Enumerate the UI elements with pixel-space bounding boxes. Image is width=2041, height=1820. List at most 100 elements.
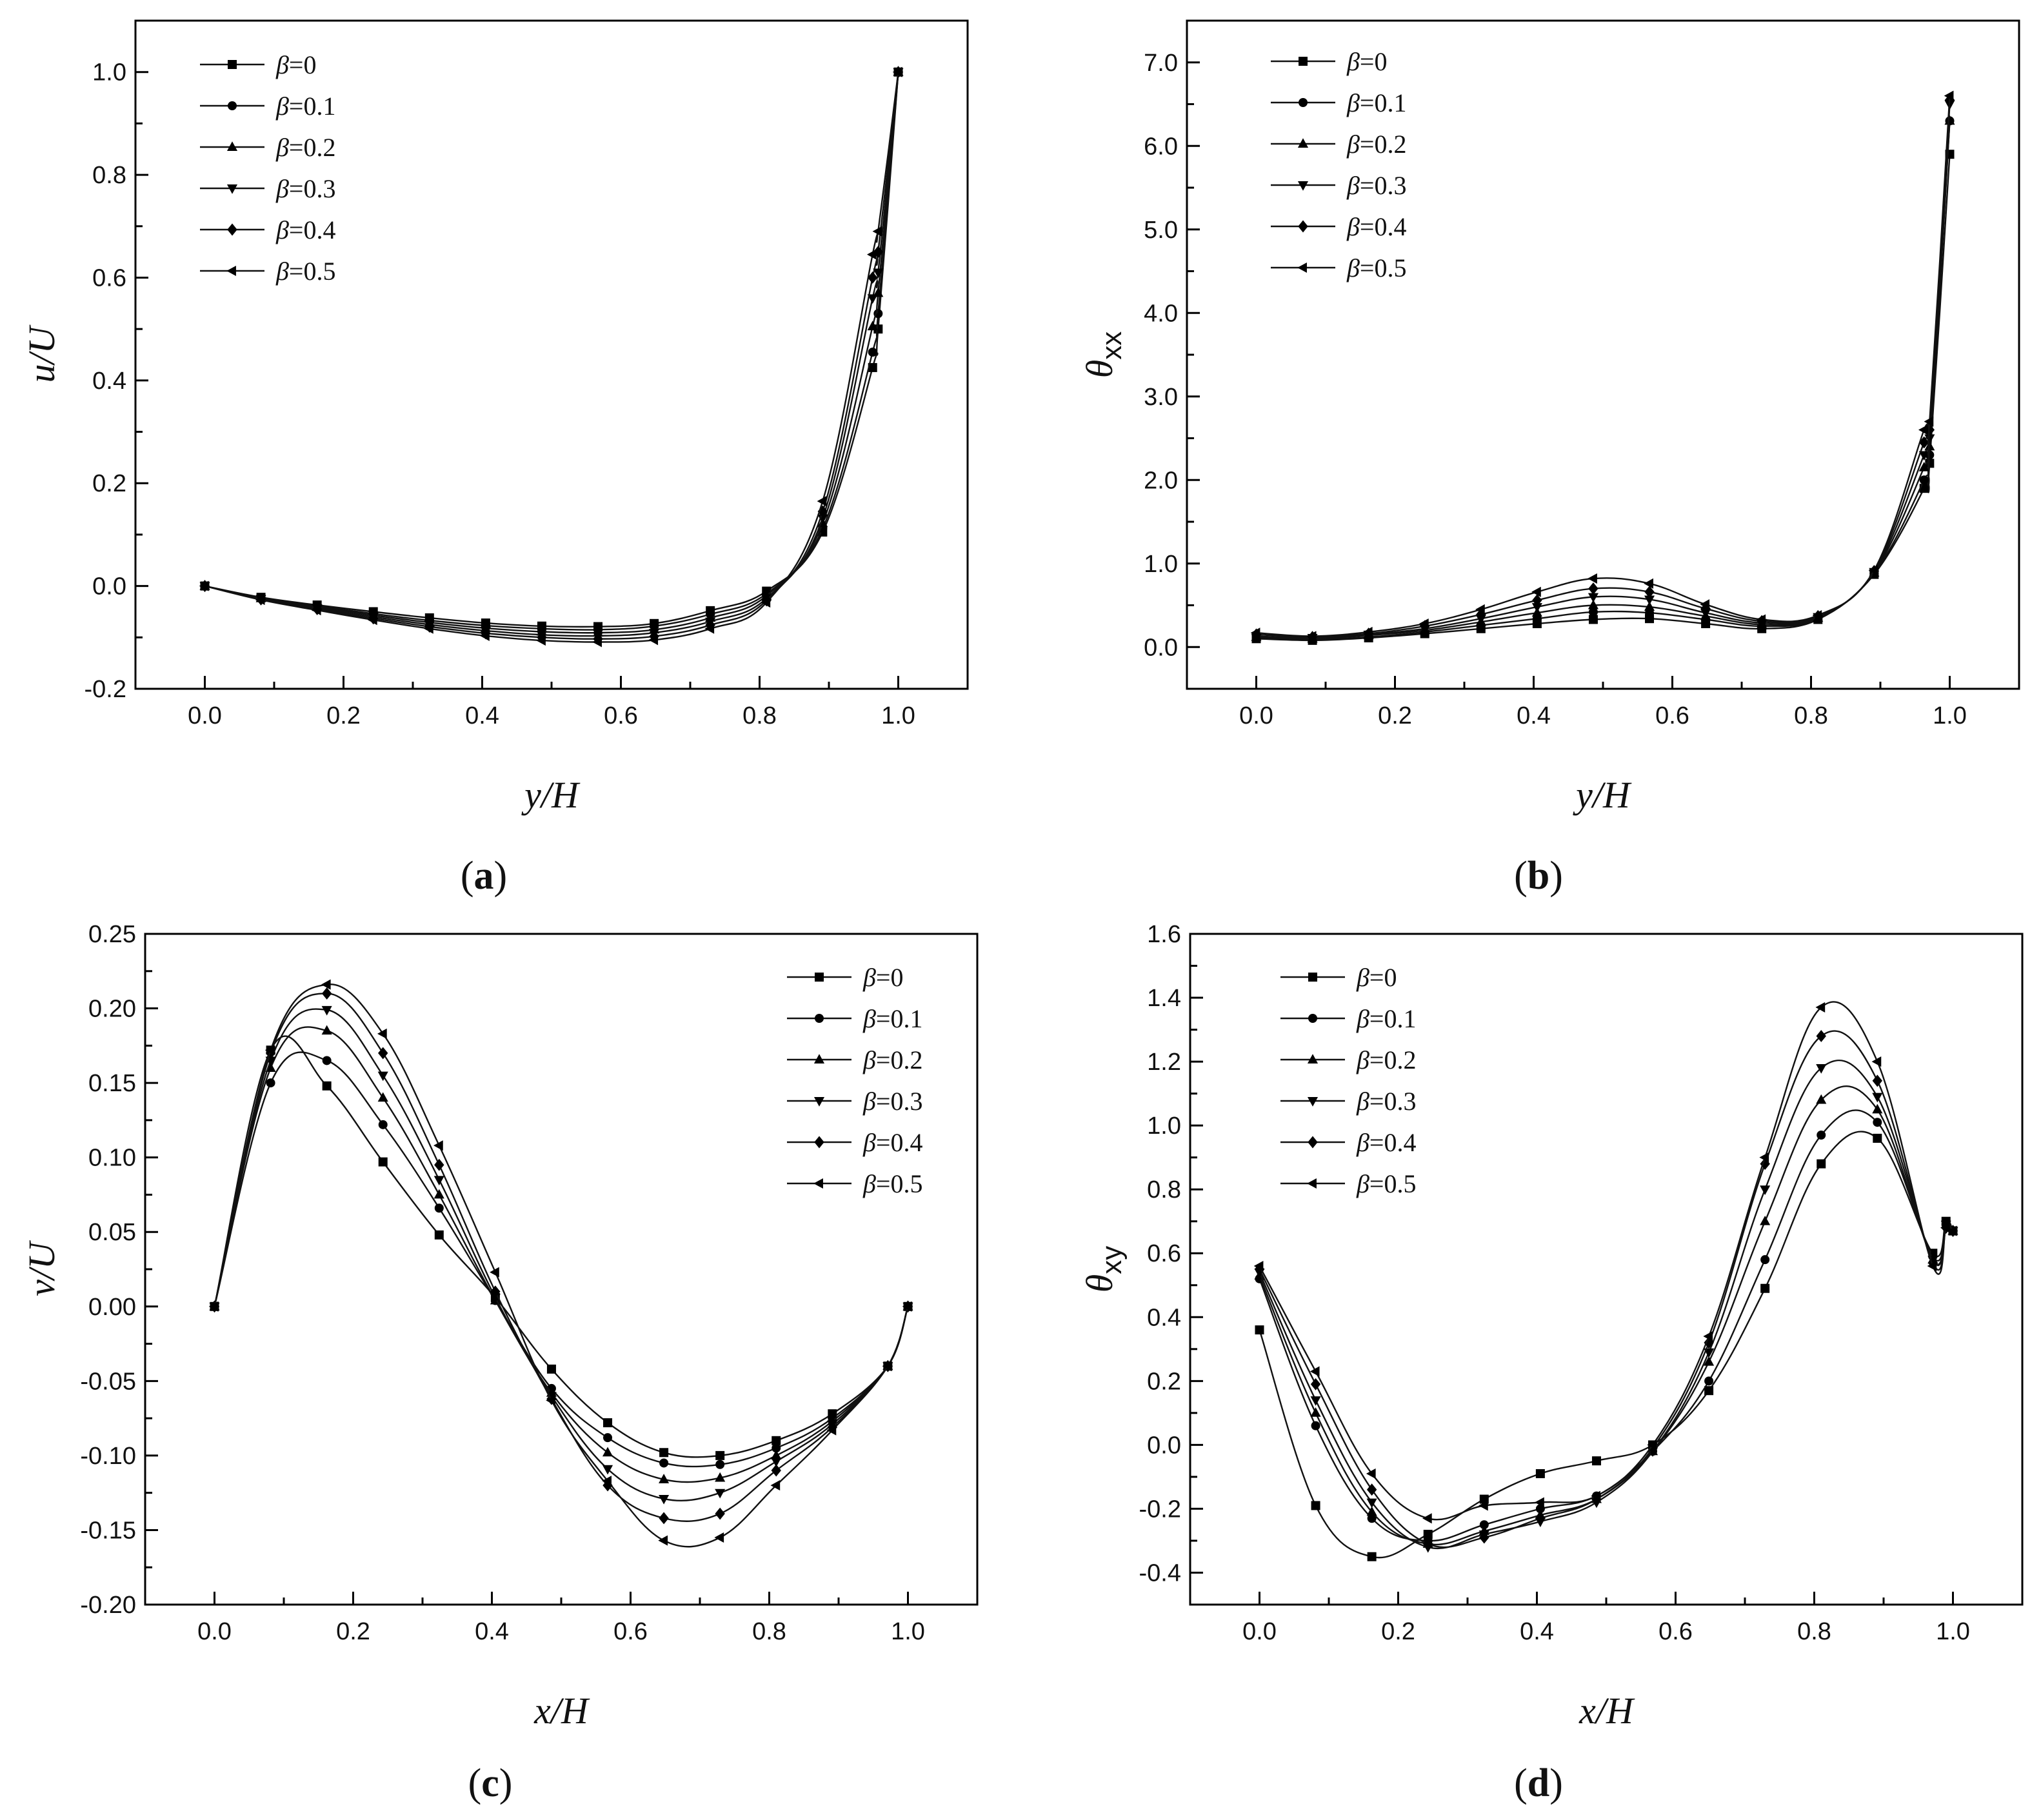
x-tick-label: 0.6: [1658, 1618, 1693, 1645]
y-tick-label: -0.2: [1139, 1496, 1181, 1523]
y-tick-label: 6.0: [1144, 133, 1178, 160]
x-tick-label: 1.0: [1933, 702, 1967, 729]
data-point: [868, 362, 877, 372]
x-axis-label: y/H: [521, 774, 581, 816]
data-point: [1588, 615, 1598, 624]
data-point: [1760, 1255, 1770, 1265]
data-point: [1940, 1222, 1950, 1233]
data-point: [715, 1472, 726, 1482]
data-point: [659, 1512, 669, 1525]
data-point: [378, 1047, 388, 1060]
y-axis-label: θxy: [1079, 1246, 1128, 1293]
x-tick-label: 0.8: [752, 1618, 786, 1645]
data-point: [1531, 603, 1542, 613]
data-point: [1423, 1530, 1433, 1539]
legend: β=0 β=0.1 β=0.2 β=0.3 β=0.4 β=0.5: [1280, 963, 1416, 1198]
panel-label: (a): [461, 854, 507, 898]
y-tick-label: 5.0: [1144, 217, 1178, 244]
plot-frame: [134, 19, 969, 690]
data-point: [659, 1494, 670, 1505]
x-tick-label: 0.6: [613, 1618, 648, 1645]
data-point: [817, 496, 827, 507]
x-axis-label: x/H: [1578, 1690, 1635, 1732]
x-tick-label: 1.0: [881, 702, 915, 729]
data-point: [1703, 1330, 1713, 1342]
y-tick-label: 0.8: [1147, 1176, 1181, 1203]
legend-label: β=0.2: [275, 133, 335, 162]
data-point: [866, 249, 877, 260]
data-point: [1311, 1421, 1320, 1430]
data-point: [1310, 1396, 1321, 1406]
data-point: [715, 1459, 725, 1469]
data-point: [1647, 1439, 1657, 1450]
data-point: [1918, 424, 1928, 435]
y-tick-label: 0.0: [92, 573, 126, 600]
y-tick-label: 7.0: [1144, 50, 1178, 77]
data-point: [1367, 1514, 1377, 1523]
data-point: [311, 605, 321, 616]
legend-label: β=0.5: [275, 257, 335, 286]
y-tick-label: 2.0: [1144, 467, 1178, 494]
x-tick-label: 0.0: [197, 1618, 232, 1645]
legend-label: β=0.4: [1356, 1128, 1416, 1157]
legend-marker: [226, 265, 236, 277]
data-point: [1704, 1376, 1714, 1386]
legend-marker: [1297, 181, 1309, 191]
data-point: [902, 1301, 912, 1312]
data-point: [1872, 1093, 1883, 1103]
y-axis-label: u/U: [21, 324, 63, 382]
y-tick-label: 0.10: [88, 1145, 136, 1172]
y-tick-label: 1.2: [1147, 1049, 1181, 1076]
data-point: [1306, 631, 1317, 642]
legend-marker: [1298, 220, 1308, 233]
legend-label: β=0.4: [1346, 212, 1406, 241]
data-point: [1918, 462, 1929, 471]
y-axis-label: v/U: [21, 1240, 63, 1296]
x-tick-label: 0.2: [1378, 702, 1412, 729]
data-point: [705, 618, 715, 631]
data-point: [892, 66, 902, 77]
legend-label: β=0.2: [1356, 1045, 1416, 1074]
data-point: [1873, 1133, 1882, 1143]
panel-label: (d): [1514, 1761, 1563, 1805]
data-point: [1815, 1002, 1826, 1013]
data-point: [1872, 1103, 1883, 1114]
x-tick-label: 0.2: [1381, 1618, 1415, 1645]
y-tick-label: 1.0: [1144, 551, 1178, 578]
x-tick-label: 0.2: [326, 702, 361, 729]
data-point: [1644, 578, 1653, 589]
data-point: [1588, 607, 1598, 617]
data-point: [1944, 90, 1954, 101]
y-tick-label: 0.0: [1144, 634, 1178, 661]
data-point: [1250, 628, 1260, 638]
y-tick-label: 0.6: [1147, 1240, 1181, 1267]
series-0: [210, 1035, 913, 1460]
legend-label: β=0.3: [275, 174, 335, 203]
legend-label: β=0.4: [275, 215, 335, 244]
data-point: [1311, 1501, 1320, 1510]
x-tick-label: 0.4: [475, 1618, 509, 1645]
data-point: [1872, 1074, 1883, 1087]
data-point: [1927, 1260, 1937, 1272]
data-point: [872, 226, 882, 237]
series-line: [214, 1008, 909, 1502]
x-tick-label: 0.0: [1242, 1618, 1277, 1645]
y-tick-label: -0.20: [80, 1592, 136, 1619]
legend-marker: [228, 60, 237, 69]
plot-frame: [144, 933, 979, 1606]
data-point: [1924, 416, 1934, 427]
chart-3: 0.0 0.2 0.4 0.6 0.8 1.0 -0.20 -0.15 -0.10 -0.05 0.…: [21, 921, 979, 1805]
data-point: [377, 1028, 387, 1039]
y-tick-label: -0.05: [80, 1368, 136, 1395]
data-point: [321, 987, 332, 1000]
chart-4: 0.0 0.2 0.4 0.6 0.8 1.0 -0.4 -0.2 0.0 0.2 0.4 0.6 0.…: [1079, 921, 2024, 1805]
data-point: [1532, 594, 1542, 607]
x-tick-label: 0.4: [465, 702, 499, 729]
x-tick-label: 1.0: [891, 1618, 925, 1645]
data-point: [1700, 599, 1710, 610]
legend-label: β=0.1: [1346, 88, 1406, 117]
data-point: [1479, 1520, 1489, 1530]
x-tick-label: 0.8: [742, 702, 777, 729]
legend-label: β=0.2: [1346, 130, 1406, 159]
data-point: [546, 1364, 556, 1374]
